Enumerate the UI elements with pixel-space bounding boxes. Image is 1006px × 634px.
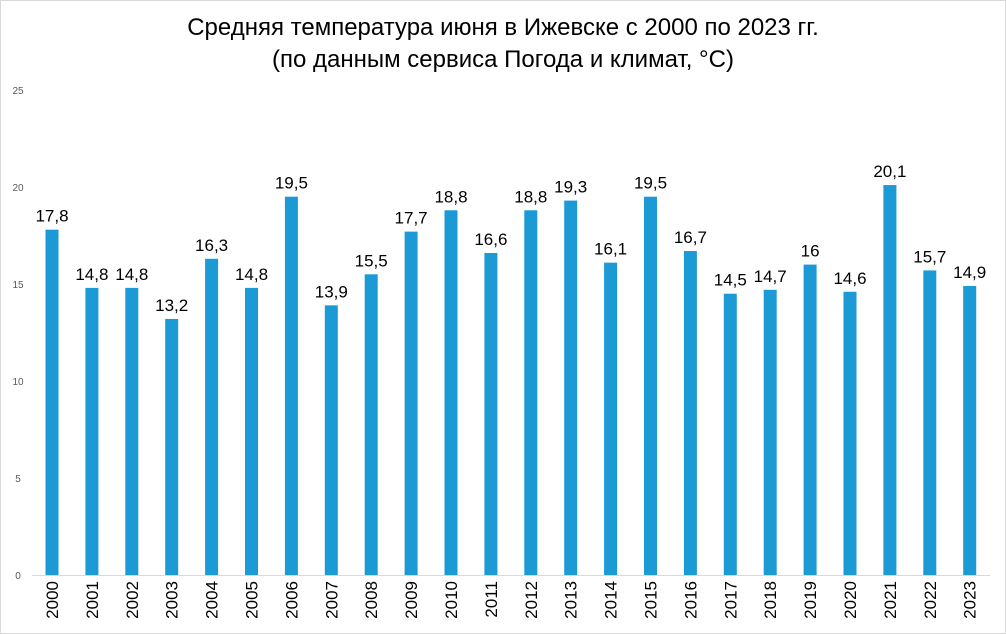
- x-tick-label-2008: 2008: [362, 581, 381, 619]
- x-tick-label-2000: 2000: [43, 581, 62, 619]
- x-tick-label-2010: 2010: [442, 581, 461, 619]
- x-tick-label-2017: 2017: [721, 581, 740, 619]
- y-tick-label: 15: [12, 280, 24, 291]
- x-tick-label-2014: 2014: [602, 581, 621, 619]
- y-tick-label: 5: [15, 474, 21, 485]
- data-label-2010: 18,8: [434, 187, 467, 206]
- x-tick-label-2011: 2011: [482, 581, 501, 618]
- bar-2016: [683, 251, 697, 575]
- data-label-2004: 16,3: [195, 236, 228, 255]
- bar-2002: [125, 287, 139, 575]
- y-tick-label: 10: [12, 377, 24, 388]
- x-tick-label-2002: 2002: [123, 581, 142, 619]
- x-tick-label-2020: 2020: [841, 581, 860, 619]
- data-label-2011: 16,6: [474, 230, 507, 249]
- bar-2007: [324, 305, 338, 575]
- bar-2013: [564, 200, 578, 575]
- bar-2022: [923, 270, 937, 575]
- x-tick-label-2009: 2009: [402, 581, 421, 619]
- y-tick-label: 0: [15, 571, 21, 582]
- data-label-2008: 15,5: [355, 251, 388, 270]
- x-tick-label-2016: 2016: [681, 581, 700, 619]
- bar-2000: [45, 229, 59, 575]
- data-label-2006: 19,5: [275, 174, 308, 193]
- data-label-2017: 14,5: [714, 271, 747, 290]
- x-tick-label-2005: 2005: [243, 581, 262, 619]
- data-label-2003: 13,2: [155, 296, 188, 315]
- x-tick-label-2004: 2004: [203, 581, 222, 619]
- x-tick-label-2019: 2019: [801, 581, 820, 619]
- x-tick-label-2018: 2018: [761, 581, 780, 619]
- data-label-2020: 14,6: [833, 269, 866, 288]
- bar-2015: [644, 196, 657, 575]
- x-tick-label-2022: 2022: [921, 581, 940, 619]
- x-tick-label-2001: 2001: [83, 581, 102, 619]
- bar-2011: [484, 252, 498, 575]
- data-label-2009: 17,7: [395, 209, 428, 228]
- bar-2005: [245, 287, 258, 575]
- x-tick-label-2015: 2015: [642, 581, 661, 619]
- bar-2001: [85, 287, 99, 575]
- chart-title-line1: Средняя температура июня в Ижевске с 200…: [187, 14, 819, 41]
- data-label-2000: 17,8: [35, 207, 68, 226]
- x-tick-label-2012: 2012: [522, 581, 541, 619]
- data-label-2002: 14,8: [115, 265, 148, 284]
- chart-title: Средняя температура июня в Ижевске с 200…: [0, 12, 1006, 76]
- x-tick-label-2013: 2013: [562, 581, 581, 619]
- data-label-2007: 13,9: [315, 282, 348, 301]
- data-label-2001: 14,8: [75, 265, 108, 284]
- data-label-2016: 16,7: [674, 228, 707, 247]
- chart-subtitle: (по данным сервиса Погода и климат, °C): [272, 46, 734, 73]
- bar-2019: [803, 264, 817, 575]
- bar-2014: [604, 262, 618, 575]
- x-tick-label-2003: 2003: [163, 581, 182, 619]
- bar-2021: [883, 185, 897, 575]
- data-label-2013: 19,3: [554, 178, 587, 197]
- bar-2006: [284, 196, 298, 575]
- bar-2003: [165, 318, 179, 575]
- bar-2020: [843, 291, 857, 575]
- data-label-2022: 15,7: [913, 247, 946, 266]
- data-label-2018: 14,7: [754, 267, 787, 286]
- y-tick-label: 20: [12, 183, 24, 194]
- bar-2017: [723, 293, 737, 575]
- data-label-2015: 19,5: [634, 174, 667, 193]
- data-label-2012: 18,8: [514, 187, 547, 206]
- x-tick-label-2021: 2021: [881, 581, 900, 619]
- bar-2008: [364, 274, 378, 575]
- bar-2009: [404, 231, 418, 575]
- data-label-2019: 16: [801, 242, 820, 261]
- x-tick-label-2006: 2006: [282, 581, 301, 619]
- bar-2010: [444, 210, 458, 575]
- data-label-2005: 14,8: [235, 265, 268, 284]
- x-tick-label-2023: 2023: [961, 581, 980, 619]
- bar-2023: [963, 285, 977, 575]
- bar-2004: [205, 258, 219, 575]
- bar-2012: [524, 210, 538, 575]
- y-tick-label: 25: [12, 86, 24, 97]
- bar-2018: [763, 289, 777, 575]
- data-label-2021: 20,1: [873, 162, 906, 181]
- data-label-2014: 16,1: [594, 240, 627, 259]
- x-tick-label-2007: 2007: [322, 581, 341, 619]
- data-label-2023: 14,9: [953, 263, 986, 282]
